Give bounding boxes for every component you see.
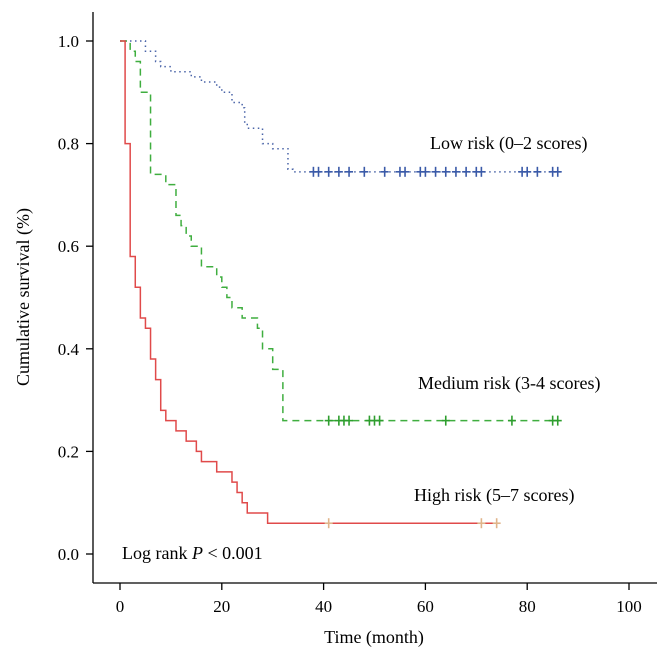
censor-mark-low bbox=[553, 166, 562, 177]
y-tick-label: 0.8 bbox=[58, 135, 79, 154]
censor-mark-low bbox=[380, 166, 389, 177]
censor-mark-low bbox=[324, 166, 333, 177]
y-tick-label: 1.0 bbox=[58, 32, 79, 51]
censor-mark-medium bbox=[507, 415, 516, 426]
censor-mark-high bbox=[492, 518, 501, 529]
x-tick-label: 100 bbox=[616, 597, 642, 616]
censor-mark-medium bbox=[324, 415, 333, 426]
log-rank-annotation: Log rank P < 0.001 bbox=[122, 543, 263, 563]
y-axis-title: Cumulative survival (%) bbox=[13, 208, 34, 386]
censor-mark-low bbox=[345, 166, 354, 177]
censor-mark-low bbox=[523, 166, 532, 177]
censor-mark-low bbox=[431, 166, 440, 177]
censor-mark-low bbox=[533, 166, 542, 177]
x-tick-label: 0 bbox=[116, 597, 125, 616]
y-tick-label: 0.6 bbox=[58, 237, 79, 256]
y-tick-label: 0.0 bbox=[58, 545, 79, 564]
labels: Low risk (0–2 scores) Medium risk (3-4 s… bbox=[13, 133, 600, 648]
series-label-low: Low risk (0–2 scores) bbox=[430, 133, 587, 154]
x-tick-label: 20 bbox=[213, 597, 230, 616]
censor-mark-low bbox=[334, 166, 343, 177]
censor-mark-medium bbox=[375, 415, 384, 426]
censor-mark-low bbox=[314, 166, 323, 177]
x-tick-label: 60 bbox=[417, 597, 434, 616]
log-rank-p: P bbox=[191, 543, 203, 563]
series-layer bbox=[120, 40, 563, 529]
censor-mark-low bbox=[401, 166, 410, 177]
censor-mark-medium bbox=[441, 415, 450, 426]
censor-mark-low bbox=[441, 166, 450, 177]
censor-mark-low bbox=[360, 166, 369, 177]
censor-mark-medium bbox=[553, 415, 562, 426]
axes: 0 20 40 60 80 100 0.0 0.2 0.4 0.6 0.8 1.0 bbox=[58, 12, 657, 616]
censor-mark-low bbox=[421, 166, 430, 177]
y-tick-label: 0.2 bbox=[58, 442, 79, 461]
censor-mark-low bbox=[462, 166, 471, 177]
x-tick-label: 40 bbox=[315, 597, 332, 616]
survival-curve-high bbox=[120, 40, 497, 524]
log-rank-suffix: < 0.001 bbox=[203, 543, 263, 563]
censor-mark-low bbox=[451, 166, 460, 177]
censor-mark-high bbox=[477, 518, 486, 529]
series-label-medium: Medium risk (3-4 scores) bbox=[418, 373, 600, 394]
log-rank-prefix: Log rank bbox=[122, 543, 192, 563]
y-tick-label: 0.4 bbox=[58, 340, 80, 359]
x-axis-title: Time (month) bbox=[324, 627, 424, 648]
censor-mark-high bbox=[324, 518, 333, 529]
x-tick-label: 80 bbox=[519, 597, 536, 616]
censor-mark-medium bbox=[345, 415, 354, 426]
censor-mark-low bbox=[477, 166, 486, 177]
survival-curve-medium bbox=[120, 40, 558, 422]
series-label-high: High risk (5–7 scores) bbox=[414, 485, 574, 506]
